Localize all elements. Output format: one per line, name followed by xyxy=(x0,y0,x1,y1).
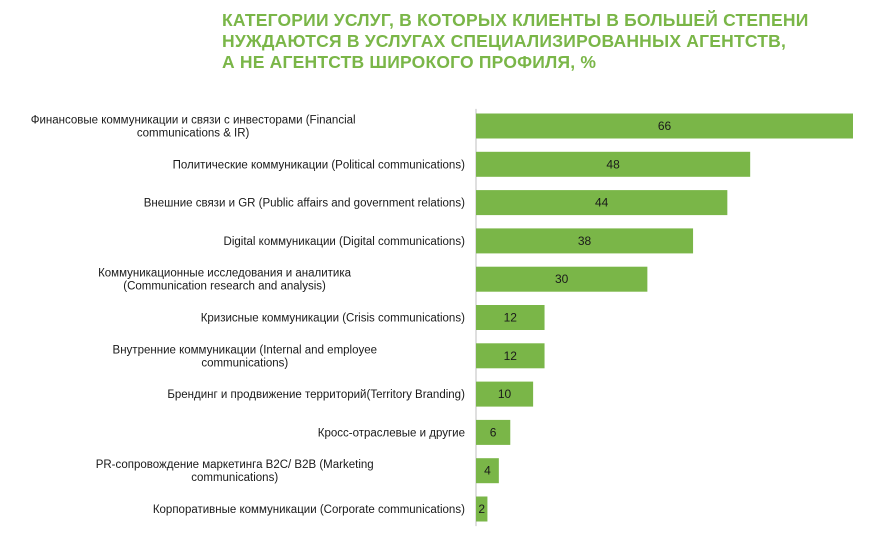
bar-5 xyxy=(476,305,545,330)
value-label-4: 30 xyxy=(555,272,569,286)
value-label-6: 12 xyxy=(504,349,518,363)
category-label-0: Финансовые коммуникации и связи с инвест… xyxy=(31,115,356,140)
value-label-10: 2 xyxy=(478,502,485,516)
bar-6 xyxy=(476,343,545,369)
category-label-6: Внутренние коммуникации (Internal and em… xyxy=(113,344,378,369)
value-label-9: 4 xyxy=(484,464,491,478)
category-label-8: Кросс-отраслевые и другие xyxy=(318,427,465,439)
title-line-3: А НЕ АГЕНТСТВ ШИРОКОГО ПРОФИЛЯ, % xyxy=(222,52,597,72)
bar-0 xyxy=(476,113,853,139)
category-label-3: Digital коммуникации (Digital communicat… xyxy=(224,236,466,248)
value-label-8: 6 xyxy=(490,425,497,439)
value-label-5: 12 xyxy=(504,311,518,325)
bar-2 xyxy=(476,190,728,216)
category-label-2: Внешние связи и GR (Public affairs and g… xyxy=(144,198,465,210)
value-label-7: 10 xyxy=(498,387,512,401)
value-label-0: 66 xyxy=(658,119,672,133)
title-line-2: НУЖДАЮТСЯ В УСЛУГАХ СПЕЦИАЛИЗИРОВАННЫХ А… xyxy=(222,31,787,51)
bar-7 xyxy=(476,381,534,407)
category-label-9: PR-сопровождение маркетинга B2C/ B2B (Ma… xyxy=(96,459,374,484)
bar-8 xyxy=(476,419,511,445)
value-label-3: 38 xyxy=(578,234,592,248)
chart-title: КАТЕГОРИИ УСЛУГ, В КОТОРЫХ КЛИЕНТЫ В БОЛ… xyxy=(222,10,872,73)
bar-1 xyxy=(476,151,751,177)
category-label-5: Кризисные коммуникации (Crisis communica… xyxy=(201,313,465,325)
bar-10 xyxy=(476,496,488,522)
bar-4 xyxy=(476,266,648,292)
category-label-7: Брендинг и продвижение территорий(Territ… xyxy=(167,389,465,401)
bar-3 xyxy=(476,228,694,254)
bar-9 xyxy=(476,458,499,484)
category-label-1: Политические коммуникации (Political com… xyxy=(173,159,465,171)
category-label-4: Коммуникационные исследования и аналитик… xyxy=(98,268,352,293)
value-label-1: 48 xyxy=(606,157,620,171)
title-line-1: КАТЕГОРИИ УСЛУГ, В КОТОРЫХ КЛИЕНТЫ В БОЛ… xyxy=(222,10,809,30)
category-label-10: Корпоративные коммуникации (Corporate co… xyxy=(153,504,465,516)
value-label-2: 44 xyxy=(595,196,609,210)
